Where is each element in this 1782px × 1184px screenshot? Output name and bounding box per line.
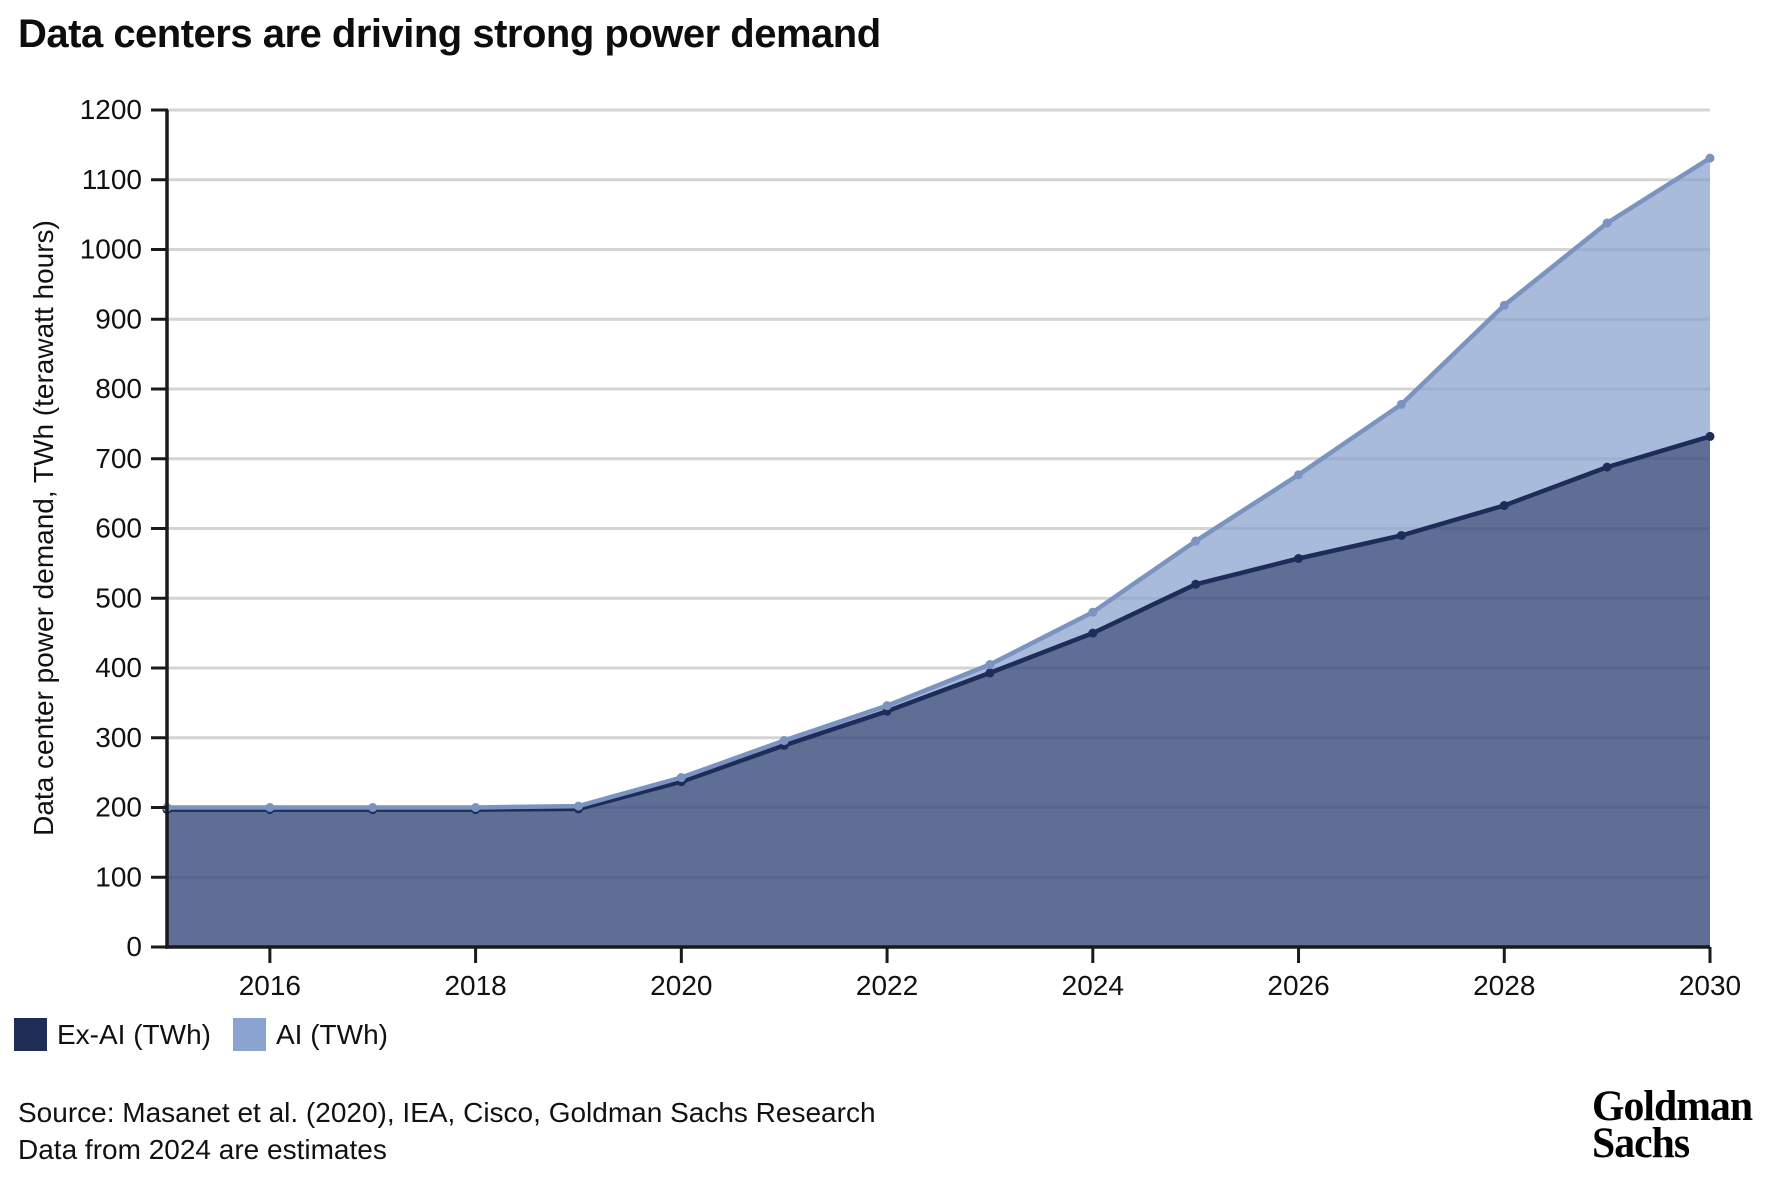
ex-ai-marker xyxy=(1396,530,1406,540)
total-marker xyxy=(779,736,789,746)
total-marker xyxy=(368,803,378,812)
total-marker xyxy=(573,801,583,811)
ex-ai-marker xyxy=(985,668,995,678)
y-tick-label: 200 xyxy=(95,792,142,823)
y-tick-label: 0 xyxy=(126,931,142,962)
x-tick-label: 2020 xyxy=(650,970,712,1001)
y-tick-label: 1100 xyxy=(82,164,142,195)
total-marker xyxy=(1294,470,1304,480)
y-tick-label: 1000 xyxy=(80,234,142,265)
x-tick-label: 2022 xyxy=(856,970,918,1001)
ex-ai-marker xyxy=(1705,431,1715,441)
ex-ai-marker xyxy=(1088,628,1098,638)
x-tick-label: 2018 xyxy=(444,970,506,1001)
total-marker xyxy=(1499,300,1509,310)
ai-area xyxy=(167,158,1710,810)
legend-item-ai: AI (TWh) xyxy=(233,1018,388,1051)
x-tick-label: 2016 xyxy=(239,970,301,1001)
total-marker xyxy=(1088,607,1098,617)
source-line-1: Source: Masanet et al. (2020), IEA, Cisc… xyxy=(18,1097,876,1128)
total-marker xyxy=(1396,399,1406,409)
ex-ai-marker xyxy=(1602,462,1612,472)
ai-legend-label: AI (TWh) xyxy=(276,1018,388,1050)
y-tick-label: 400 xyxy=(95,652,142,683)
source-block: Source: Masanet et al. (2020), IEA, Cisc… xyxy=(18,1094,876,1168)
y-tick-label: 800 xyxy=(95,373,142,404)
total-marker xyxy=(1191,536,1201,546)
ex-ai-marker xyxy=(1294,553,1304,563)
y-tick-label: 500 xyxy=(95,582,142,613)
total-line xyxy=(164,155,1713,810)
ex-ai-marker xyxy=(1191,579,1201,589)
y-tick-label: 700 xyxy=(95,443,142,474)
total-marker xyxy=(265,803,275,812)
chart-title: Data centers are driving strong power de… xyxy=(18,12,881,56)
legend: Ex-AI (TWh) AI (TWh) xyxy=(14,1018,388,1051)
total-marker xyxy=(1602,218,1612,228)
x-tick-label: 2030 xyxy=(1679,970,1741,1001)
x-tick-label: 2024 xyxy=(1062,970,1124,1001)
total-marker xyxy=(882,701,892,711)
total-marker xyxy=(471,803,481,812)
y-tick-label: 1200 xyxy=(80,94,142,125)
source-line-2: Data from 2024 are estimates xyxy=(18,1134,387,1165)
ex-ai-marker xyxy=(1499,500,1509,510)
ex-ai-area xyxy=(167,436,1710,947)
total-marker xyxy=(985,660,995,670)
total-marker xyxy=(676,773,686,783)
x-tick-label: 2028 xyxy=(1473,970,1535,1001)
legend-item-ex-ai: Ex-AI (TWh) xyxy=(14,1018,211,1051)
y-tick-label: 300 xyxy=(95,722,142,753)
ex-ai-legend-label: Ex-AI (TWh) xyxy=(57,1018,211,1050)
total-marker xyxy=(1705,153,1715,163)
logo-line-2: Sachs xyxy=(1592,1120,1690,1167)
logo-line-1: Goldman xyxy=(1592,1083,1753,1130)
x-tick-label: 2026 xyxy=(1267,970,1329,1001)
ai-swatch xyxy=(233,1018,266,1051)
goldman-sachs-logo: Goldman Sachs xyxy=(1592,1083,1753,1167)
y-axis-title: Data center power demand, TWh (terawatt … xyxy=(28,220,59,836)
y-tick-label: 600 xyxy=(95,513,142,544)
y-tick-label: 900 xyxy=(95,303,142,334)
y-tick-label: 100 xyxy=(95,861,142,892)
ex-ai-swatch xyxy=(14,1018,47,1051)
